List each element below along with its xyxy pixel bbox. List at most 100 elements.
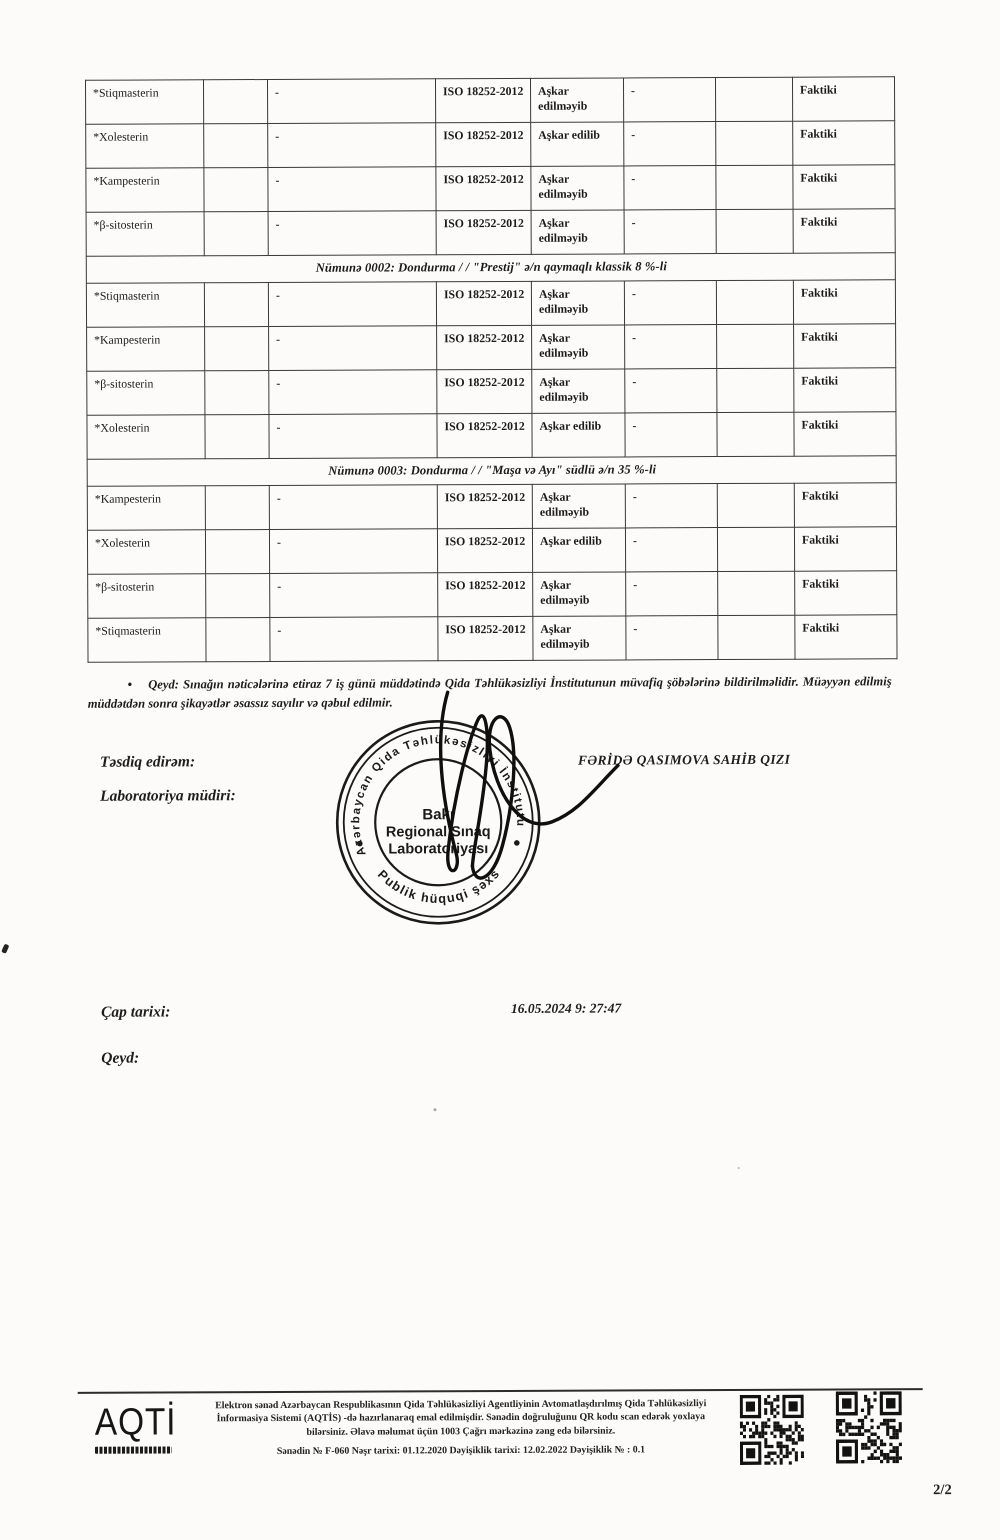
cell-parameter-name: *β-sitosterin: [86, 211, 205, 257]
qr-code-1: [739, 1394, 805, 1465]
qeyd-label: Qeyd:: [101, 1049, 140, 1067]
cell-measured-value: -: [268, 413, 438, 459]
sample-section-header: Nümunə 0002: Dondurma / / "Prestij" ə/n …: [86, 252, 896, 284]
cell-norm: -: [624, 412, 718, 457]
cell-norm: -: [624, 324, 717, 369]
cell-blank: [716, 368, 794, 413]
cell-measured-value: -: [268, 325, 437, 371]
cell-blank: [205, 617, 271, 662]
cell-norm: -: [625, 615, 719, 660]
cell-value-type: Faktiki: [793, 323, 896, 369]
cell-test-method: ISO 18252-2012: [437, 572, 533, 617]
footer-document-line: Sənədin № F-060 Nəşr tarixi: 01.12.2020 …: [276, 1444, 646, 1457]
cell-norm: -: [625, 483, 718, 528]
note-label: Qeyd:: [148, 677, 179, 692]
cell-value-type: Faktiki: [794, 614, 898, 660]
scan-edge-mark: [1, 943, 10, 954]
cell-parameter-name: *β-sitosterin: [87, 573, 206, 619]
cell-parameter-name: *Xolesterin: [86, 414, 206, 460]
cell-value-type: Faktiki: [794, 482, 897, 528]
table-row: *β-sitosterin - ISO 18252-2012 Aşkar edi…: [86, 208, 896, 257]
table-row: *Xolesterin - ISO 18252-2012 Aşkar edili…: [85, 120, 895, 169]
cell-value-type: Faktiki: [793, 208, 896, 254]
cell-blank: [717, 615, 796, 660]
cell-norm: -: [624, 209, 717, 254]
cell-value-type: Faktiki: [794, 570, 897, 616]
cell-test-method: ISO 18252-2012: [435, 166, 532, 211]
scan-speck: [737, 1166, 740, 1169]
cell-blank: [715, 165, 794, 210]
cell-test-method: ISO 18252-2012: [437, 528, 533, 573]
cell-test-method: ISO 18252-2012: [435, 122, 531, 167]
cell-value-type: Faktiki: [793, 367, 896, 413]
cell-result: Aşkar edilməyib: [532, 615, 627, 661]
print-date-label: Çap tarixi:: [101, 1003, 171, 1021]
aqti-logo: AQTİ: [95, 1401, 185, 1454]
cell-value-type: Faktiki: [792, 76, 895, 122]
cell-norm: -: [623, 165, 717, 210]
print-date-value: 16.05.2024 9: 27:47: [511, 1000, 622, 1016]
cell-norm: -: [624, 280, 717, 325]
cell-measured-value: -: [268, 281, 437, 327]
cell-test-method: ISO 18252-2012: [435, 78, 531, 123]
cell-blank: [203, 123, 268, 168]
sample-section-header-row: Nümunə 0003: Dondurma / / "Maşa və Ayı" …: [87, 455, 897, 487]
cell-blank: [204, 282, 269, 327]
cell-parameter-name: *β-sitosterin: [86, 370, 205, 416]
cell-blank: [205, 573, 270, 618]
cell-measured-value: -: [267, 122, 436, 168]
cell-measured-value: -: [268, 210, 437, 256]
cell-measured-value: -: [269, 616, 439, 662]
cell-blank: [204, 326, 269, 371]
cell-parameter-name: *Xolesterin: [87, 529, 206, 575]
cell-blank: [204, 414, 270, 459]
cell-blank: [716, 280, 794, 325]
cell-measured-value: -: [269, 572, 438, 618]
cell-blank: [205, 529, 270, 574]
cell-norm: -: [624, 368, 717, 413]
page-number: 2/2: [933, 1482, 952, 1499]
table-row: *β-sitosterin - ISO 18252-2012 Aşkar edi…: [86, 367, 896, 416]
table-row: *Kampesterin - ISO 18252-2012 Aşkar edil…: [86, 323, 896, 372]
cell-parameter-name: *Kampesterin: [86, 326, 205, 372]
results-table-body: *Stiqmasterin - ISO 18252-2012 Aşkar edi…: [85, 76, 898, 663]
footer-text-block: Elektron sənəd Azərbaycan Respublikasını…: [210, 1397, 712, 1458]
cell-result: Aşkar edilməyib: [531, 368, 625, 414]
cell-test-method: ISO 18252-2012: [436, 413, 533, 458]
cell-result: Aşkar edilməyib: [532, 571, 626, 617]
cell-blank: [717, 527, 795, 572]
footer-divider: [77, 1388, 923, 1395]
stamp-center-line3: Laboratoriyası: [388, 841, 488, 857]
cell-parameter-name: *Xolesterin: [85, 123, 204, 169]
role-label: Laboratoriya müdiri:: [100, 787, 236, 805]
stamp-center-line2: Regional Sınaq: [386, 824, 491, 840]
cell-measured-value: -: [267, 166, 437, 212]
cell-measured-value: -: [269, 528, 438, 574]
cell-result: Aşkar edilməyib: [531, 209, 625, 255]
cell-result: Aşkar edilməyib: [531, 280, 625, 326]
cell-blank: [205, 485, 270, 530]
cell-result: Aşkar edilib: [532, 527, 626, 573]
scan-speck: [433, 1108, 437, 1112]
cell-parameter-name: *Stiqmasterin: [85, 79, 204, 125]
stamp-separator-dot-left: [357, 840, 363, 847]
table-row: *Kampesterin - ISO 18252-2012 Aşkar edil…: [85, 164, 896, 213]
cell-blank: [715, 121, 793, 166]
cell-measured-value: -: [269, 484, 438, 530]
table-row: *Stiqmasterin - ISO 18252-2012 Aşkar edi…: [86, 279, 896, 328]
cell-norm: -: [625, 571, 718, 616]
table-row: *Xolesterin - ISO 18252-2012 Aşkar edili…: [86, 411, 897, 460]
cell-test-method: ISO 18252-2012: [437, 616, 534, 661]
sample-section-header-row: Nümunə 0002: Dondurma / / "Prestij" ə/n …: [86, 252, 896, 284]
cell-parameter-name: *Kampesterin: [87, 485, 206, 531]
cell-result: Aşkar edilməyib: [530, 77, 624, 123]
cell-norm: -: [623, 121, 716, 166]
cell-blank: [203, 79, 268, 124]
cell-result: Aşkar edilib: [531, 412, 626, 458]
cell-blank: [204, 370, 269, 415]
qr-code-2: [835, 1391, 903, 1464]
results-table: *Stiqmasterin - ISO 18252-2012 Aşkar edi…: [84, 76, 898, 663]
cell-test-method: ISO 18252-2012: [436, 325, 532, 370]
